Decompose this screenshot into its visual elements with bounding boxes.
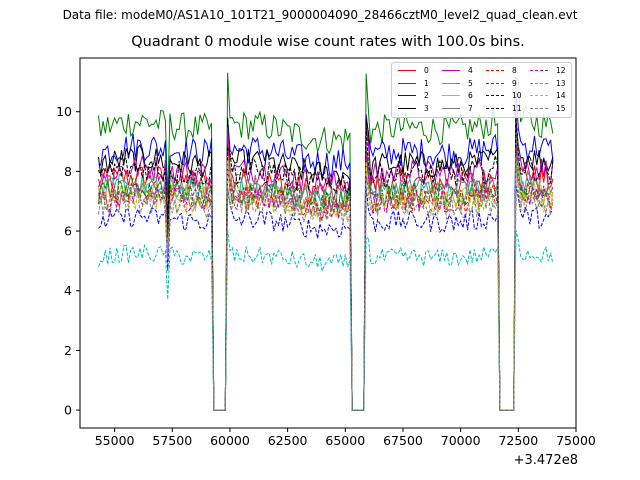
legend-label: 6 bbox=[468, 91, 473, 100]
legend-label: 10 bbox=[512, 91, 522, 100]
series-line-2 bbox=[98, 90, 554, 411]
x-offset-label: +3.472e8 bbox=[513, 453, 578, 468]
legend-swatch bbox=[398, 82, 416, 84]
y-tick-label: 2 bbox=[64, 343, 72, 358]
legend-swatch bbox=[398, 70, 416, 71]
chart-title: Quadrant 0 module wise count rates with … bbox=[131, 34, 525, 50]
x-tick-label: 72500 bbox=[498, 433, 538, 448]
x-tick-label: 57500 bbox=[152, 433, 192, 448]
legend-swatch bbox=[486, 95, 504, 96]
legend-label: 8 bbox=[512, 66, 517, 75]
legend-swatch bbox=[530, 70, 548, 71]
legend-label: 2 bbox=[424, 91, 429, 100]
series-line-4 bbox=[98, 121, 554, 411]
legend-swatch bbox=[398, 95, 416, 96]
legend-swatch bbox=[530, 82, 548, 84]
series-line-9 bbox=[98, 144, 553, 411]
x-tick-label: 75000 bbox=[556, 433, 596, 448]
legend-swatch bbox=[442, 70, 460, 71]
legend-swatch bbox=[398, 107, 416, 109]
series-line-13 bbox=[98, 229, 554, 411]
legend-label: 5 bbox=[468, 78, 473, 88]
legend-label: 1 bbox=[424, 78, 429, 88]
x-tick-label: 65000 bbox=[325, 433, 365, 448]
legend-label: 4 bbox=[468, 66, 473, 75]
y-tick-label: 4 bbox=[64, 283, 72, 298]
y-tick-label: 0 bbox=[64, 403, 72, 418]
legend-swatch bbox=[530, 95, 548, 96]
legend-swatch bbox=[486, 70, 504, 71]
legend-label: 13 bbox=[556, 78, 566, 88]
legend-label: 14 bbox=[556, 91, 566, 100]
x-tick-label: 62500 bbox=[268, 433, 308, 448]
legend-label: 3 bbox=[424, 103, 429, 113]
legend-swatch bbox=[442, 82, 460, 84]
series-line-14 bbox=[98, 158, 554, 411]
legend-swatch bbox=[486, 107, 504, 109]
legend-swatch bbox=[442, 107, 460, 109]
legend-label: 7 bbox=[468, 103, 473, 113]
legend-swatch bbox=[442, 95, 460, 96]
legend-label: 0 bbox=[424, 66, 429, 75]
series-line-11 bbox=[98, 115, 554, 411]
x-tick-label: 55000 bbox=[95, 433, 135, 448]
series-line-10 bbox=[98, 185, 553, 411]
legend-label: 11 bbox=[512, 103, 522, 113]
y-tick-label: 6 bbox=[64, 224, 72, 239]
x-tick-label: 67500 bbox=[383, 433, 423, 448]
x-tick-label: 70000 bbox=[441, 433, 481, 448]
legend-swatch bbox=[530, 107, 548, 109]
data-file-suptitle: Data file: modeM0/AS1A10_101T21_90000040… bbox=[62, 8, 578, 22]
legend-label: 12 bbox=[556, 66, 566, 75]
legend-label: 15 bbox=[556, 103, 566, 113]
series-line-12 bbox=[98, 149, 554, 411]
y-tick-label: 10 bbox=[56, 104, 72, 119]
legend-swatch bbox=[486, 82, 504, 84]
y-tick-label: 8 bbox=[64, 164, 72, 179]
x-tick-label: 60000 bbox=[210, 433, 250, 448]
legend: 0 1 2 3 4 5 6 7 8 9 10 11 12 13 14 15 bbox=[391, 62, 572, 118]
axes-frame bbox=[79, 57, 577, 429]
series-lines bbox=[98, 72, 554, 411]
series-line-15 bbox=[98, 156, 554, 411]
series-line-1 bbox=[98, 72, 554, 411]
legend-label: 9 bbox=[512, 78, 517, 88]
